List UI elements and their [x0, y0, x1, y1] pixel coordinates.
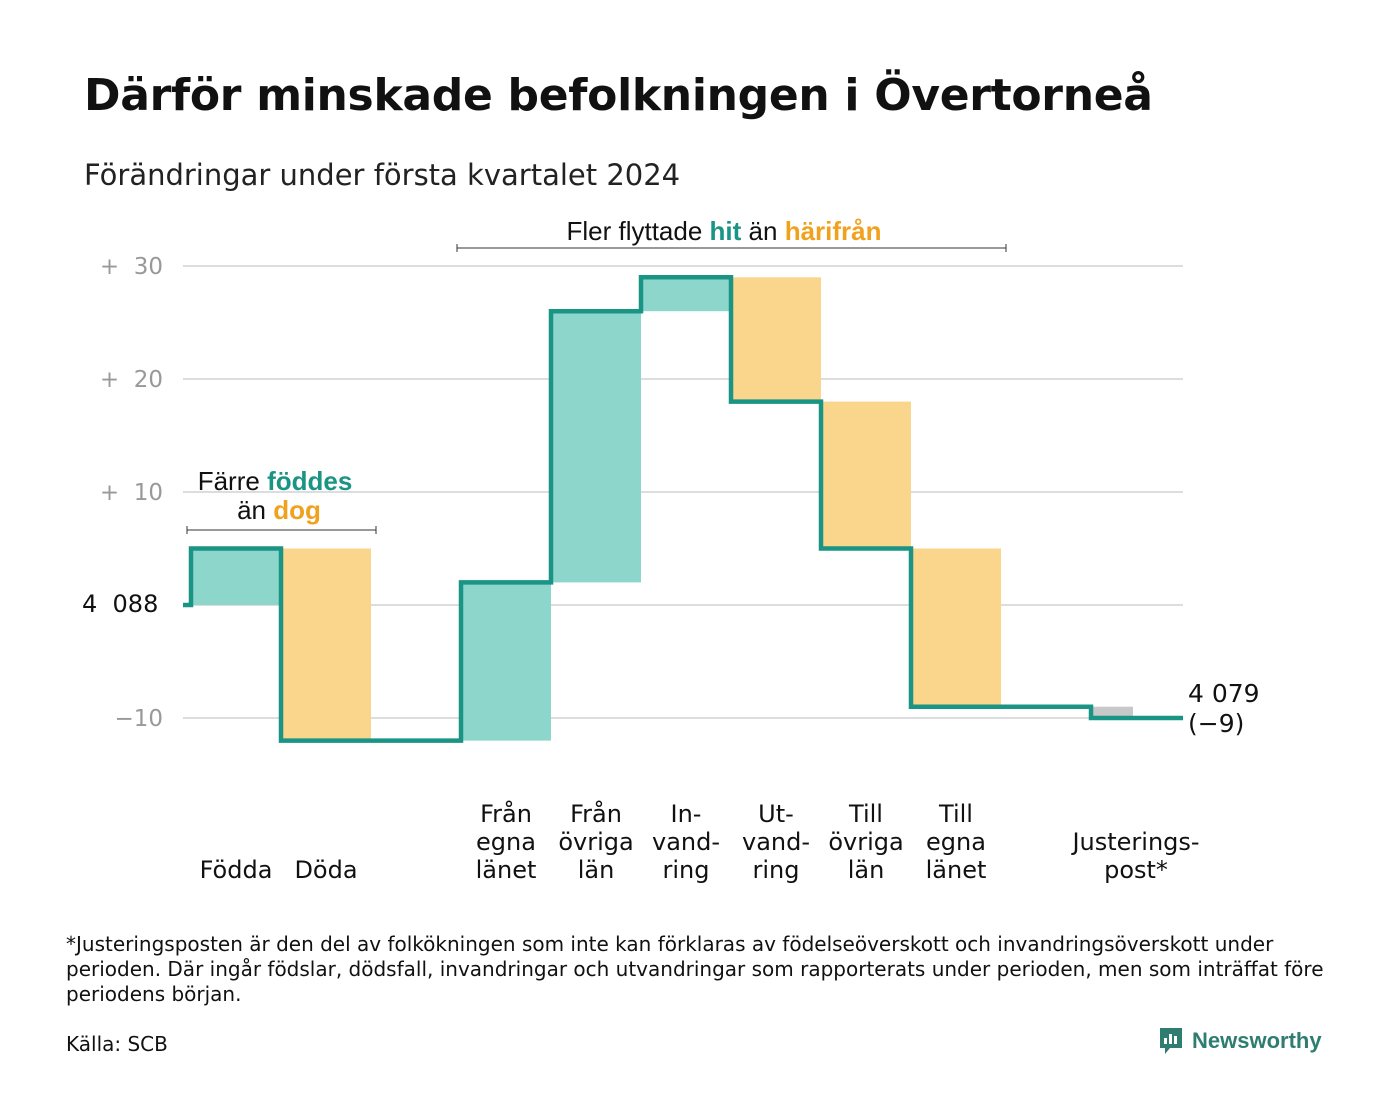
newsworthy-logo-icon [1160, 1028, 1182, 1054]
start-value-label: 4 088 [82, 590, 158, 618]
x-axis-labels: Födda DödaFrånegnalänetFrånövrigalänIn-va… [200, 799, 1200, 884]
bar-emigration [731, 277, 821, 402]
births-annotation-line1: Färre föddes [198, 466, 353, 496]
cumulative-line [183, 275, 1183, 743]
bar-from-other-counties [551, 311, 641, 583]
y-axis-labels: + 30 + 20 + 10 −10 [100, 254, 163, 732]
y-tick-label: −10 [114, 706, 163, 732]
x-label-from-own-county: länet [476, 856, 537, 884]
x-label-immigration: ring [663, 856, 710, 884]
x-label-to-other-counties: övriga [828, 828, 903, 856]
x-label-to-other-counties: län [848, 856, 885, 884]
waterfall-chart: + 30+ 20+ 10−10 Födda DödaFrånegnalänetFr… [82, 216, 1260, 884]
brand-logo[interactable]: Newsworthy [1158, 1026, 1322, 1056]
migration-annotation: Fler flyttade hit än härifrån [566, 216, 881, 246]
x-label-emigration: ring [753, 856, 800, 884]
end-value-label: 4 079 [1188, 679, 1260, 708]
x-label-adjustment: post* [1104, 856, 1168, 884]
x-label-to-own-county: egna [926, 828, 986, 856]
x-label-emigration: vand- [742, 828, 810, 856]
x-label-emigration: Ut- [758, 800, 794, 828]
births-annotation-line2: än dog [237, 495, 321, 525]
bar-to-other-counties [821, 401, 911, 549]
x-label-deaths: Döda [294, 856, 357, 884]
bar-deaths [281, 548, 371, 741]
chart-title: Därför minskade befolkningen i Övertorne… [84, 70, 1153, 121]
bar-to-own-county [911, 548, 1001, 707]
y-tick-label: + 20 [100, 367, 163, 393]
y-tick-label: + 30 [100, 254, 163, 280]
x-label-immigration: vand- [652, 828, 720, 856]
x-label-from-own-county: Från [480, 799, 532, 828]
x-label-from-other-counties: Från [570, 799, 622, 828]
x-label-to-own-county: länet [926, 856, 987, 884]
bar-immigration [641, 277, 731, 312]
bar-adjustment [1091, 706, 1133, 718]
footnote: *Justeringsposten är den del av folkökni… [66, 932, 1324, 1006]
x-label-from-own-county: egna [476, 828, 536, 856]
migration-annotation-bracket [456, 244, 1007, 252]
x-label-immigration: In- [671, 800, 702, 828]
bars [191, 277, 1133, 741]
births-annotation-bracket [186, 526, 377, 534]
x-label-adjustment: Justerings- [1070, 828, 1199, 856]
end-change-label: (−9) [1188, 709, 1244, 738]
cumulative-step-line [183, 275, 1183, 743]
x-label-from-other-counties: län [578, 856, 615, 884]
bar-births [191, 548, 281, 605]
y-tick-label: + 10 [100, 480, 163, 506]
x-label-births: Födda [200, 856, 273, 884]
source-label: Källa: SCB [66, 1032, 168, 1056]
chart-subtitle: Förändringar under första kvartalet 2024 [84, 158, 681, 192]
brand-name: Newsworthy [1192, 1028, 1322, 1053]
x-label-from-other-counties: övriga [558, 828, 633, 856]
bar-from-own-county [461, 582, 551, 741]
annotations: Färre föddes än dog Fler flyttade hit än… [186, 216, 1007, 534]
x-label-to-other-counties: Till [848, 800, 883, 828]
x-label-to-own-county: Till [938, 800, 973, 828]
